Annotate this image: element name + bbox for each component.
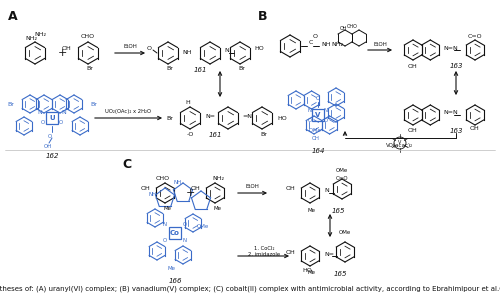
Text: +: + [58,48,66,58]
Text: A: A [8,10,18,23]
Text: O: O [308,117,312,122]
Text: O: O [183,223,187,227]
Text: OH: OH [285,249,295,254]
Text: N=N: N=N [444,111,458,116]
Text: EtOH: EtOH [123,44,137,49]
Text: 164: 164 [311,148,325,154]
Text: N=N: N=N [444,46,458,50]
Text: Me: Me [163,206,171,210]
Text: OH: OH [408,128,418,134]
Text: C: C [309,41,313,46]
Text: -OMe: -OMe [308,128,322,133]
Text: NH₂: NH₂ [34,32,46,36]
Text: OH: OH [140,187,150,192]
Text: NH₂: NH₂ [25,36,37,41]
Text: N: N [324,189,329,193]
Text: OMe: OMe [336,167,348,173]
Text: NH: NH [174,179,182,184]
Text: Scheme 34. Syntheses of: (A) uranyl(VI) complex; (B) vanadium(V) complex; (C) co: Scheme 34. Syntheses of: (A) uranyl(VI) … [0,285,500,292]
Text: OH: OH [470,125,480,131]
Text: 166: 166 [168,278,182,284]
Text: OH: OH [312,136,320,140]
Text: H: H [186,100,190,105]
Text: =N: =N [242,114,252,119]
Text: 2. imidazole: 2. imidazole [248,252,280,257]
Text: HO: HO [254,46,264,50]
Text: HO: HO [302,268,312,274]
Text: Br: Br [86,66,94,72]
Text: Br: Br [166,116,173,120]
Text: 165: 165 [333,271,347,277]
Text: Br: Br [260,131,268,136]
Text: N: N [324,108,328,113]
Text: O: O [312,35,318,40]
Text: 161: 161 [208,132,222,138]
Text: O: O [41,120,45,125]
Text: N: N [224,49,229,54]
Text: Co: Co [170,230,180,236]
Text: V: V [316,112,320,118]
Text: 163: 163 [449,128,463,134]
Text: N: N [183,238,187,243]
Text: Me: Me [167,266,175,271]
Text: O: O [59,120,63,125]
Text: N=: N= [205,114,215,119]
Text: 163: 163 [449,63,463,69]
Text: OH: OH [61,46,71,52]
Text: C=O: C=O [336,176,348,181]
Text: NH₂: NH₂ [331,43,343,47]
Text: V: V [398,140,402,145]
Text: NH: NH [149,193,157,198]
Text: CHO: CHO [156,176,170,181]
Text: -O: -O [186,131,194,136]
Text: N: N [38,109,43,114]
Text: Br: Br [7,102,14,106]
Text: Me: Me [213,206,221,210]
Text: UO₂(OAc)₂ x 2H₂O: UO₂(OAc)₂ x 2H₂O [105,108,151,114]
Text: 161: 161 [193,67,207,73]
Text: OMe: OMe [197,224,209,229]
Text: N=: N= [324,252,334,257]
Text: B: B [258,10,268,23]
Text: OH: OH [44,144,52,148]
Text: Br: Br [166,66,173,72]
Text: Me: Me [308,271,316,275]
Text: OH: OH [339,26,347,30]
Text: 162: 162 [45,153,59,159]
Text: N: N [163,223,167,227]
Text: OH: OH [285,187,295,192]
Text: U: U [49,115,55,121]
Text: EtOH: EtOH [245,184,259,190]
Text: CHO: CHO [81,35,95,40]
Text: O: O [324,117,328,122]
Text: Br: Br [90,102,97,106]
Text: 1. CoCl₂: 1. CoCl₂ [254,246,274,251]
Text: NH₂: NH₂ [212,176,224,181]
Text: HO: HO [277,116,287,120]
Text: NH: NH [182,50,192,55]
Text: Me: Me [308,207,316,212]
Text: Br: Br [238,66,246,72]
Text: O: O [316,97,320,102]
Text: N: N [62,109,66,114]
Text: OH: OH [190,187,200,192]
Text: EtOH: EtOH [373,41,387,46]
Text: 165: 165 [331,208,345,214]
Text: O: O [163,238,167,243]
Text: NH: NH [321,43,331,47]
Text: CHO: CHO [346,24,358,29]
Text: N: N [308,108,312,113]
Text: C: C [122,158,131,171]
Text: O: O [147,46,152,52]
Text: VO(acac)₂: VO(acac)₂ [386,142,413,148]
Text: +: + [186,188,194,198]
Text: OMe: OMe [339,230,351,235]
Text: O: O [48,134,52,139]
Text: C=O: C=O [468,35,482,40]
Text: OH: OH [408,63,418,69]
